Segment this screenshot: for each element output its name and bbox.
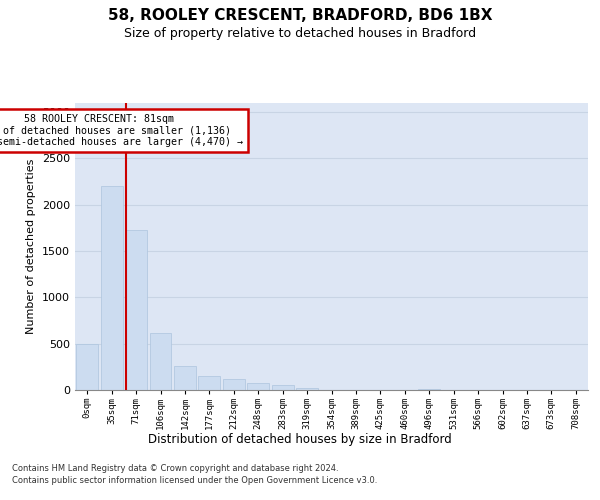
Text: Contains HM Land Registry data © Crown copyright and database right 2024.: Contains HM Land Registry data © Crown c… [12, 464, 338, 473]
Bar [223, 380, 245, 390]
Bar [296, 388, 318, 390]
Bar [149, 332, 172, 390]
Y-axis label: Number of detached properties: Number of detached properties [26, 158, 37, 334]
Bar [174, 366, 196, 390]
Bar [418, 388, 440, 390]
Text: Size of property relative to detached houses in Bradford: Size of property relative to detached ho… [124, 28, 476, 40]
Text: Contains public sector information licensed under the Open Government Licence v3: Contains public sector information licen… [12, 476, 377, 485]
Text: 58, ROOLEY CRESCENT, BRADFORD, BD6 1BX: 58, ROOLEY CRESCENT, BRADFORD, BD6 1BX [108, 8, 492, 22]
Bar [76, 344, 98, 390]
Bar [272, 386, 293, 390]
Bar [247, 383, 269, 390]
Bar [101, 186, 122, 390]
Bar [199, 376, 220, 390]
Text: 58 ROOLEY CRESCENT: 81sqm
← 20% of detached houses are smaller (1,136)
79% of se: 58 ROOLEY CRESCENT: 81sqm ← 20% of detac… [0, 114, 244, 147]
Bar [125, 230, 147, 390]
Text: Distribution of detached houses by size in Bradford: Distribution of detached houses by size … [148, 432, 452, 446]
